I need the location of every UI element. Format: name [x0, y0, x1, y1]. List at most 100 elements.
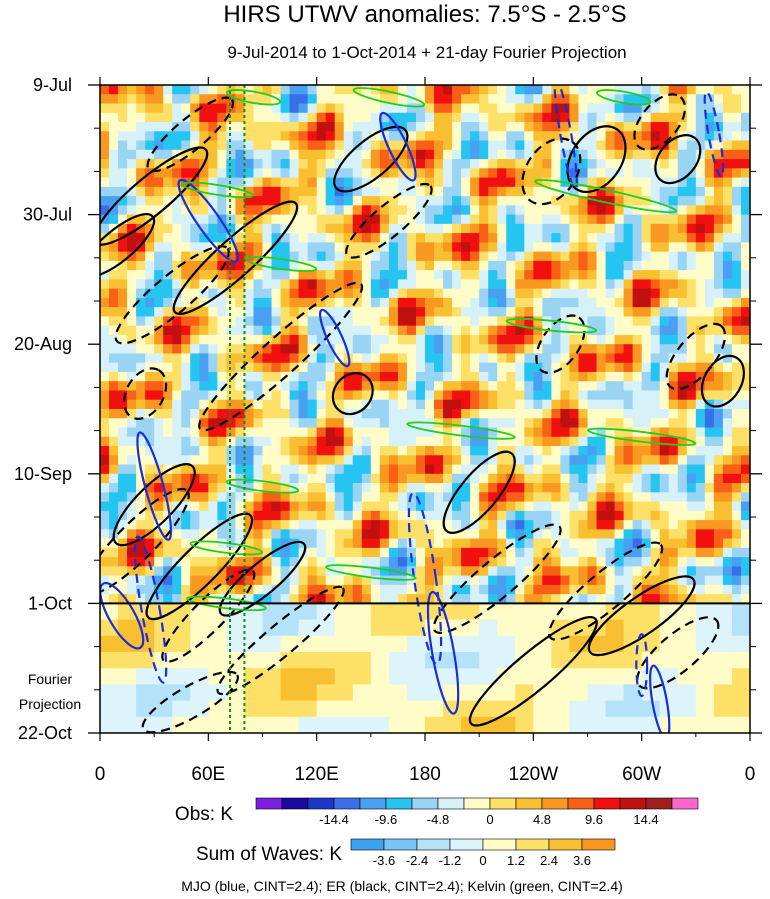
obs-cell [298, 270, 309, 280]
obs-cell [289, 196, 300, 206]
obs-cell [217, 159, 227, 169]
obs-cell [100, 344, 110, 355]
obs-cell [118, 520, 128, 530]
obs-cell [172, 547, 182, 558]
projection-cell [713, 652, 733, 669]
obs-cell [109, 159, 119, 169]
obs-cell [397, 529, 408, 540]
obs-cell [406, 501, 417, 512]
obs-cell [515, 436, 525, 447]
obs-cell [695, 538, 706, 549]
obs-cell [533, 446, 543, 456]
obs-cell [704, 353, 715, 364]
obs-cell [605, 159, 616, 169]
obs-cell [298, 112, 309, 123]
obs-cell [524, 594, 534, 604]
obs-cell [524, 371, 534, 382]
obs-cell [415, 186, 426, 197]
obs-cell [145, 418, 155, 429]
obs-cell [686, 251, 697, 262]
obs-cell [262, 446, 273, 456]
obs-cell [596, 159, 607, 169]
obs-cell [181, 316, 191, 327]
obs-cell [551, 575, 562, 586]
obs-cell [415, 473, 426, 484]
obs-cell [163, 584, 173, 595]
obs-cell [388, 279, 399, 290]
obs-cell [461, 122, 471, 132]
obs-cell [623, 168, 634, 179]
obs-cell [172, 251, 182, 262]
obs-cell [560, 205, 571, 216]
obs-cell [190, 418, 200, 429]
obs-cell [452, 94, 462, 105]
obs-cell [668, 103, 679, 114]
obs-cell [587, 464, 598, 475]
obs-cell [695, 242, 706, 253]
obs-cell [605, 427, 616, 438]
obs-cell [298, 344, 309, 355]
obs-cell [470, 251, 480, 262]
obs-cell [244, 168, 255, 179]
obs-cell [524, 233, 534, 243]
kelvin-contour [225, 89, 282, 106]
obs-cell [524, 223, 534, 234]
obs-cell [280, 353, 291, 364]
obs-cell [226, 464, 237, 475]
obs-cell [506, 557, 516, 567]
obs-cell [343, 362, 354, 373]
obs-cell [461, 427, 471, 438]
obs-cell [713, 575, 724, 586]
obs-cell [560, 566, 571, 577]
obs-cell [542, 483, 552, 493]
obs-cell [154, 418, 164, 429]
obs-cell [253, 177, 264, 188]
obs-cell [271, 251, 282, 262]
obs-cell [199, 316, 209, 327]
obs-cell [524, 353, 534, 364]
obs-cell [425, 159, 435, 169]
obs-cell [569, 140, 580, 151]
obs-cell [722, 297, 733, 308]
obs-cell [506, 344, 516, 355]
obs-cell [370, 427, 381, 438]
obs-cell [695, 85, 706, 95]
colorbar-swatch [463, 797, 491, 810]
y-tick-label: 30-Jul [23, 205, 72, 225]
obs-cell [713, 510, 724, 521]
obs-cell [298, 260, 309, 271]
obs-cell [506, 270, 516, 280]
obs-cell [253, 334, 264, 345]
obs-cell [659, 455, 670, 466]
obs-cell [704, 131, 715, 142]
obs-cell [100, 223, 110, 234]
obs-cell [731, 242, 742, 253]
obs-cell [668, 85, 679, 95]
obs-cell [271, 168, 282, 179]
obs-cell [596, 251, 607, 262]
obs-cell [397, 501, 408, 512]
obs-cell [352, 501, 363, 512]
er-contour [333, 125, 409, 193]
obs-cell [397, 251, 408, 262]
obs-cell [740, 594, 750, 604]
obs-cell [352, 594, 363, 604]
obs-cell [172, 575, 182, 586]
obs-cell [524, 455, 534, 466]
projection-cell [551, 716, 571, 733]
obs-cell [154, 566, 164, 577]
obs-cell [551, 594, 562, 604]
er-contour [432, 523, 562, 634]
obs-cell [208, 168, 218, 179]
obs-cell [524, 575, 534, 586]
obs-cell [515, 242, 525, 253]
obs-cell [677, 409, 688, 419]
obs-cell [325, 177, 336, 188]
obs-cell [443, 94, 453, 105]
projection-cell [316, 668, 336, 685]
obs-cell [100, 85, 110, 95]
obs-cell [623, 529, 634, 540]
obs-cell [271, 427, 282, 438]
obs-cell [587, 473, 598, 484]
obs-cell [226, 399, 237, 410]
